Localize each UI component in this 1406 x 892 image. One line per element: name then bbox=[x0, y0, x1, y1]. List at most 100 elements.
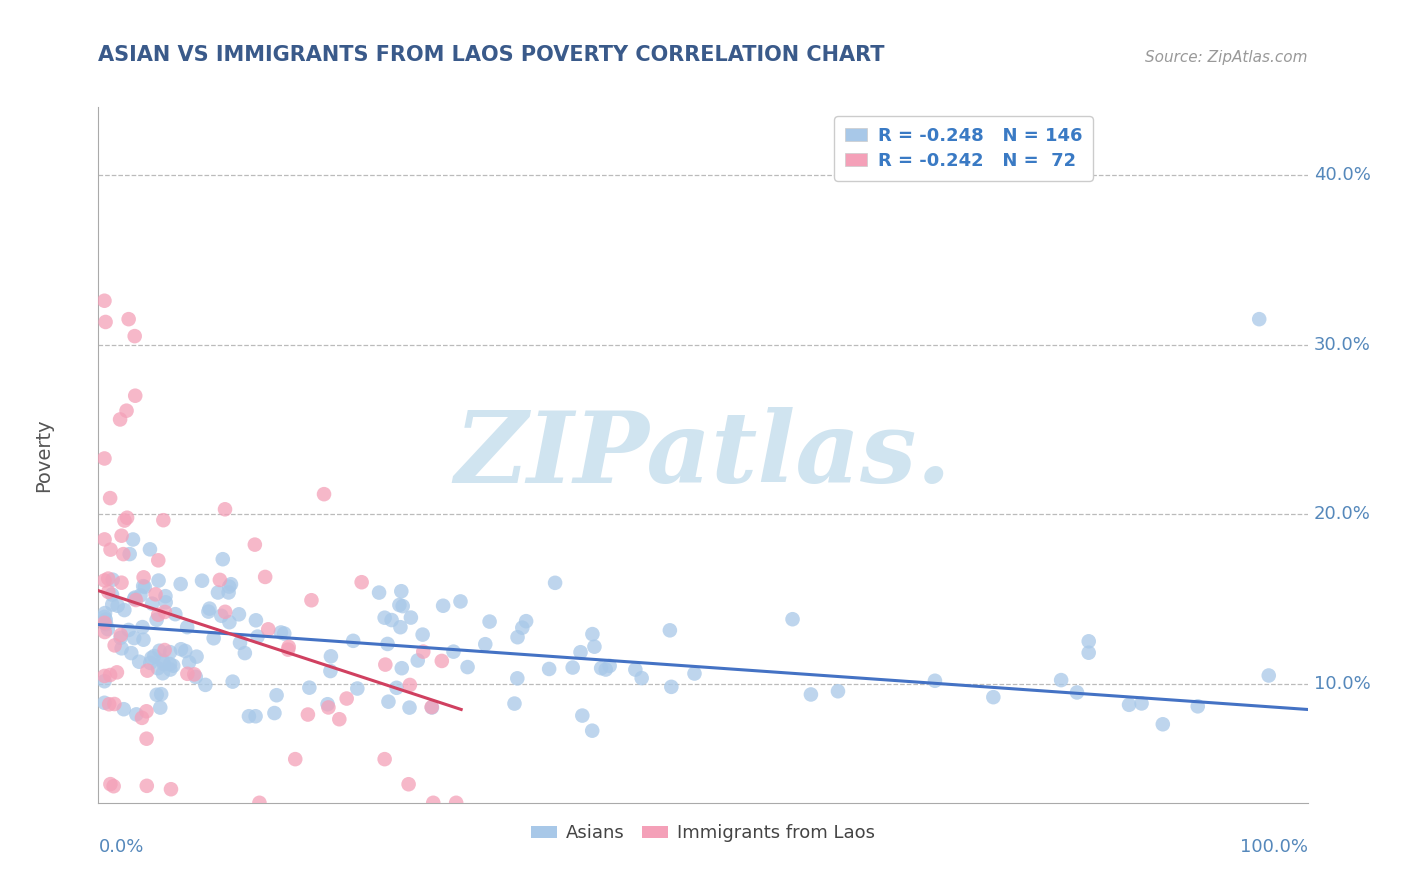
Text: ASIAN VS IMMIGRANTS FROM LAOS POVERTY CORRELATION CHART: ASIAN VS IMMIGRANTS FROM LAOS POVERTY CO… bbox=[98, 45, 884, 65]
Point bbox=[659, 680, 682, 694]
Point bbox=[148, 553, 170, 567]
Point bbox=[118, 547, 141, 561]
Point bbox=[316, 697, 339, 711]
Point bbox=[266, 688, 288, 702]
Point bbox=[152, 654, 174, 668]
Point bbox=[391, 599, 413, 614]
Point bbox=[374, 752, 396, 766]
Point bbox=[443, 645, 465, 659]
Point bbox=[312, 487, 335, 501]
Point bbox=[149, 700, 172, 714]
Point bbox=[141, 597, 163, 611]
Point bbox=[398, 777, 420, 791]
Point bbox=[1050, 673, 1073, 687]
Point bbox=[377, 695, 399, 709]
Point bbox=[412, 627, 434, 641]
Point bbox=[152, 657, 174, 672]
Point bbox=[153, 643, 176, 657]
Point bbox=[132, 570, 155, 584]
Point bbox=[506, 671, 529, 685]
Point bbox=[107, 599, 129, 613]
Point bbox=[229, 636, 252, 650]
Point bbox=[328, 712, 350, 726]
Point bbox=[583, 640, 606, 654]
Point bbox=[93, 533, 115, 547]
Point bbox=[218, 585, 240, 599]
Point bbox=[595, 663, 617, 677]
Point bbox=[284, 752, 307, 766]
Point bbox=[214, 605, 236, 619]
Point bbox=[118, 623, 141, 637]
Legend: Asians, Immigrants from Laos: Asians, Immigrants from Laos bbox=[524, 817, 882, 849]
Point bbox=[135, 779, 157, 793]
Point bbox=[136, 664, 159, 678]
Point bbox=[510, 621, 533, 635]
Point bbox=[132, 632, 155, 647]
Point bbox=[139, 656, 162, 670]
Point bbox=[169, 577, 191, 591]
Point bbox=[94, 625, 117, 640]
Point bbox=[924, 673, 946, 688]
Point bbox=[135, 704, 157, 718]
Point bbox=[134, 580, 156, 594]
Point bbox=[1152, 717, 1174, 731]
Point bbox=[110, 631, 132, 645]
Point bbox=[273, 626, 295, 640]
Point bbox=[233, 646, 256, 660]
Point bbox=[93, 610, 115, 624]
Point bbox=[277, 640, 299, 654]
Point bbox=[591, 661, 613, 675]
Point bbox=[658, 624, 681, 638]
Text: 10.0%: 10.0% bbox=[1313, 675, 1371, 693]
Point bbox=[112, 603, 135, 617]
Point bbox=[120, 646, 142, 660]
Point bbox=[94, 315, 117, 329]
Point bbox=[159, 657, 181, 672]
Point bbox=[110, 628, 132, 642]
Point bbox=[145, 613, 167, 627]
Point bbox=[198, 601, 221, 615]
Point bbox=[422, 796, 444, 810]
Point bbox=[93, 674, 115, 689]
Point bbox=[114, 514, 136, 528]
Point bbox=[100, 777, 122, 791]
Point bbox=[94, 617, 117, 632]
Point bbox=[197, 605, 219, 619]
Point bbox=[150, 687, 173, 701]
Point bbox=[207, 585, 229, 599]
Point bbox=[118, 312, 141, 326]
Point bbox=[125, 593, 148, 607]
Point bbox=[209, 608, 232, 623]
Point bbox=[263, 706, 285, 720]
Point bbox=[270, 625, 292, 640]
Text: ZIPatlas.: ZIPatlas. bbox=[454, 407, 952, 503]
Point bbox=[103, 779, 125, 793]
Point bbox=[420, 700, 443, 714]
Point bbox=[208, 573, 231, 587]
Point bbox=[245, 613, 267, 627]
Point bbox=[93, 574, 115, 588]
Point bbox=[228, 607, 250, 622]
Point bbox=[381, 613, 404, 627]
Point bbox=[100, 542, 122, 557]
Point bbox=[1130, 697, 1153, 711]
Point bbox=[108, 412, 131, 426]
Point bbox=[218, 615, 240, 630]
Point bbox=[152, 666, 174, 681]
Text: Poverty: Poverty bbox=[35, 418, 53, 491]
Point bbox=[350, 575, 373, 590]
Text: 40.0%: 40.0% bbox=[1313, 166, 1371, 184]
Point bbox=[124, 329, 146, 343]
Point bbox=[214, 502, 236, 516]
Text: 0.0%: 0.0% bbox=[98, 838, 143, 855]
Point bbox=[297, 707, 319, 722]
Point bbox=[93, 669, 115, 683]
Point bbox=[183, 667, 205, 681]
Point bbox=[159, 645, 181, 659]
Point bbox=[538, 662, 561, 676]
Point bbox=[177, 656, 200, 670]
Point bbox=[319, 664, 342, 678]
Point bbox=[194, 678, 217, 692]
Point bbox=[122, 533, 145, 547]
Point bbox=[218, 580, 240, 594]
